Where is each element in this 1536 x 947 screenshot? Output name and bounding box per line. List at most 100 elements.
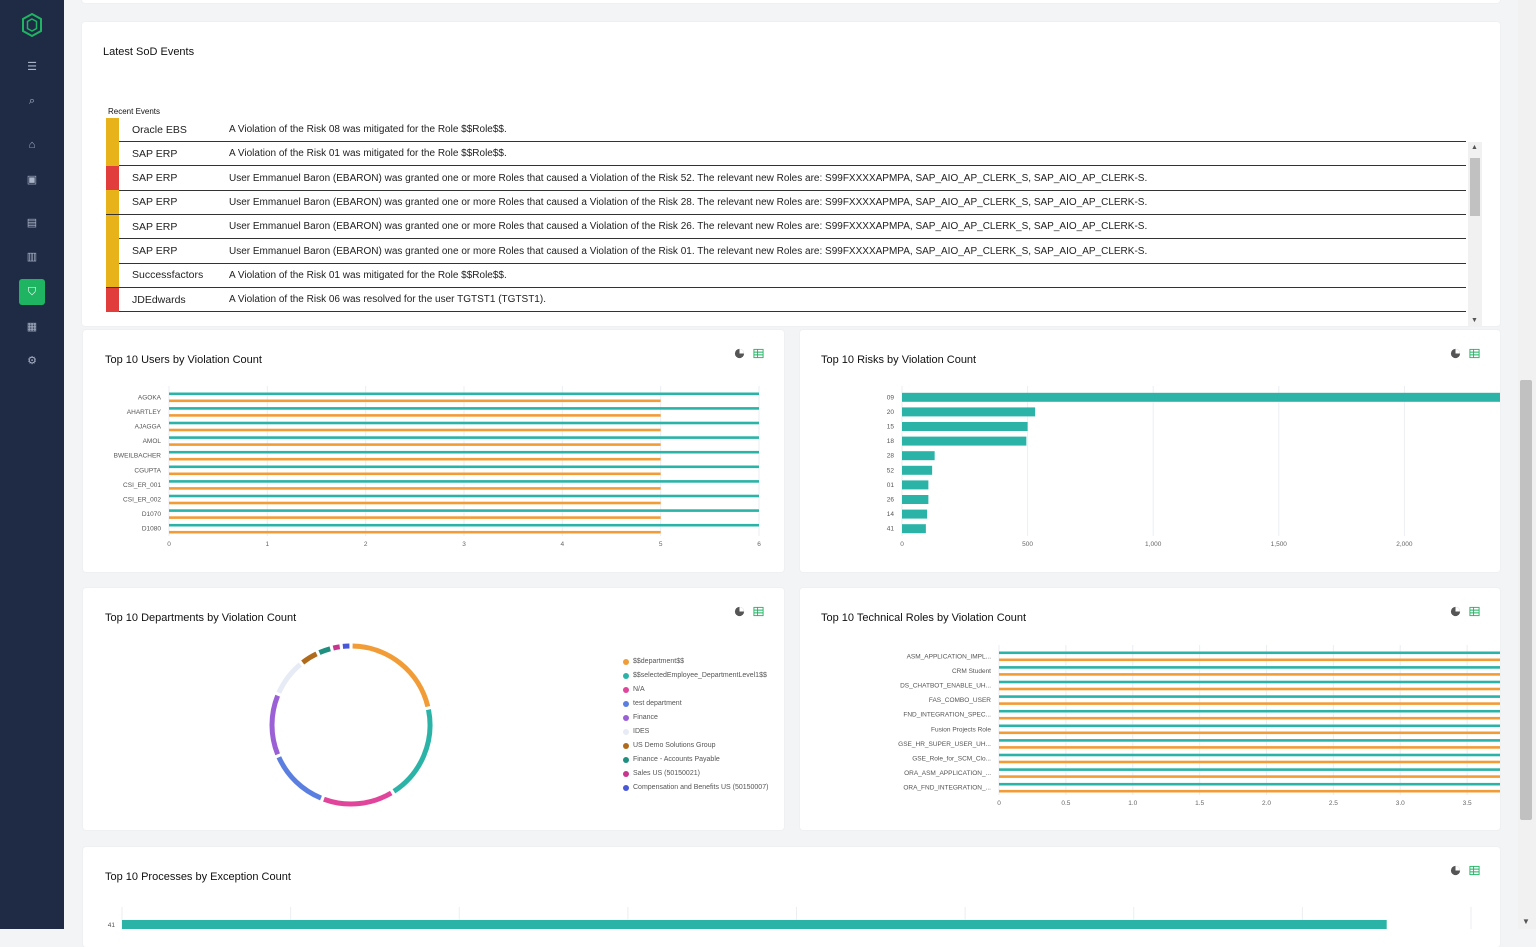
y-tick-label: Fusion Projects Role xyxy=(931,726,991,733)
event-source: SAP ERP xyxy=(132,245,229,257)
bar xyxy=(902,437,1026,446)
bar xyxy=(169,407,759,410)
event-message: A Violation of the Risk 06 was resolved … xyxy=(229,294,546,305)
logo-icon[interactable] xyxy=(20,12,44,38)
x-tick-label: 4 xyxy=(561,541,565,548)
legend-item[interactable]: US Demo Solutions Group xyxy=(623,742,715,749)
legend-swatch xyxy=(623,687,629,693)
events-scrollbar[interactable]: ▲ ▼ xyxy=(1468,142,1482,326)
legend-label: Compensation and Benefits US (50150007) xyxy=(633,784,768,791)
shield-icon[interactable]: ⛉ xyxy=(19,279,45,305)
legend-label: Finance xyxy=(633,714,658,721)
bar xyxy=(902,495,928,504)
bar xyxy=(169,429,661,432)
legend-item[interactable]: $$department$$ xyxy=(623,658,684,665)
search-icon[interactable]: ⌕ xyxy=(19,88,45,114)
bar xyxy=(999,652,1500,655)
legend-item[interactable]: test department xyxy=(623,700,682,707)
y-tick-label: DS_CHATBOT_ENABLE_UH... xyxy=(900,683,991,690)
techroles-card: Top 10 Technical Roles by Violation Coun… xyxy=(800,588,1500,830)
x-tick-label: 3 xyxy=(462,541,466,548)
x-tick-label: 1,000 xyxy=(1145,541,1162,548)
lock-icon[interactable]: ▣ xyxy=(19,166,45,192)
bar xyxy=(122,920,1387,929)
bar xyxy=(169,436,759,439)
y-tick-label: ORA_FND_INTEGRATION_... xyxy=(903,785,991,792)
document-icon[interactable]: ▤ xyxy=(19,209,45,235)
legend-item[interactable]: Finance xyxy=(623,714,658,721)
bar xyxy=(169,393,759,396)
y-tick-label: BWEILBACHER xyxy=(114,453,162,460)
legend-swatch xyxy=(623,701,629,707)
bar xyxy=(999,673,1500,676)
menu-icon[interactable]: ☰ xyxy=(19,53,45,79)
legend-label: $$department$$ xyxy=(633,658,684,665)
event-severity-stripe xyxy=(106,288,119,312)
bar xyxy=(999,725,1500,728)
events-scroll-thumb[interactable] xyxy=(1470,158,1480,216)
legend-label: test department xyxy=(633,700,682,707)
home-icon[interactable]: ⌂ xyxy=(19,132,45,158)
clipboard-icon[interactable]: ▥ xyxy=(19,243,45,269)
x-tick-label: 2.0 xyxy=(1262,800,1271,807)
donut-slice xyxy=(303,654,317,663)
scroll-up-icon[interactable]: ▲ xyxy=(1471,144,1478,151)
scroll-down-icon[interactable]: ▼ xyxy=(1471,317,1478,324)
bar xyxy=(999,790,1500,793)
x-tick-label: 1,500 xyxy=(1271,541,1288,548)
y-tick-label: ASM_APPLICATION_IMPL... xyxy=(907,653,992,660)
y-tick-label: ORA_ASM_APPLICATION_... xyxy=(904,770,991,777)
bar xyxy=(169,443,661,446)
bar xyxy=(169,451,759,454)
page-scroll-thumb[interactable] xyxy=(1520,380,1532,820)
y-tick-label: AJAGGA xyxy=(135,424,162,431)
bar xyxy=(169,495,759,498)
legend-item[interactable]: Sales US (50150021) xyxy=(623,770,700,777)
bar xyxy=(169,487,661,490)
processes-chart: 41 xyxy=(83,847,1500,929)
events-subtitle: Recent Events xyxy=(108,107,160,116)
bar xyxy=(902,422,1028,431)
donut-slice xyxy=(324,793,391,804)
legend-label: Sales US (50150021) xyxy=(633,770,700,777)
bar xyxy=(169,466,759,469)
y-tick-label: AHARTLEY xyxy=(127,409,162,416)
legend-item[interactable]: IDES xyxy=(623,728,649,735)
event-severity-stripe xyxy=(106,118,119,142)
sidebar: ☰ ⌕ ⌂ ▣ ▤ ▥ ⛉ ▦ ⚙ xyxy=(0,0,64,929)
y-tick-label: 41 xyxy=(108,922,116,929)
bar xyxy=(999,775,1500,778)
settings-icon[interactable]: ⚙ xyxy=(19,347,45,373)
legend-item[interactable]: N/A xyxy=(623,686,645,693)
legend-item[interactable]: Finance - Accounts Payable xyxy=(623,756,720,763)
event-severity-stripe xyxy=(106,263,119,287)
bar xyxy=(169,473,661,476)
main-content: Latest SoD Events Recent Events Oracle E… xyxy=(64,0,1518,929)
scroll-down-icon[interactable]: ▼ xyxy=(1522,917,1530,926)
legend-label: Finance - Accounts Payable xyxy=(633,756,720,763)
y-tick-label: D1070 xyxy=(142,511,162,518)
y-tick-label: 52 xyxy=(887,467,895,474)
departments-card: Top 10 Departments by Violation Count $$… xyxy=(83,588,784,830)
event-message: User Emmanuel Baron (EBARON) was granted… xyxy=(229,246,1147,257)
event-source: SAP ERP xyxy=(132,196,229,208)
page-scrollbar[interactable]: ▼ xyxy=(1518,0,1536,929)
bar xyxy=(902,510,927,519)
legend-item[interactable]: $$selectedEmployee_DepartmentLevel1$$ xyxy=(623,672,767,679)
legend-item[interactable]: Compensation and Benefits US (50150007) xyxy=(623,784,768,791)
event-severity-stripe xyxy=(106,239,119,263)
y-tick-label: FAS_COMBO_USER xyxy=(929,697,991,704)
list-icon[interactable]: ▦ xyxy=(19,313,45,339)
bar xyxy=(169,400,661,403)
x-tick-label: 0.5 xyxy=(1061,800,1070,807)
legend-swatch xyxy=(623,729,629,735)
